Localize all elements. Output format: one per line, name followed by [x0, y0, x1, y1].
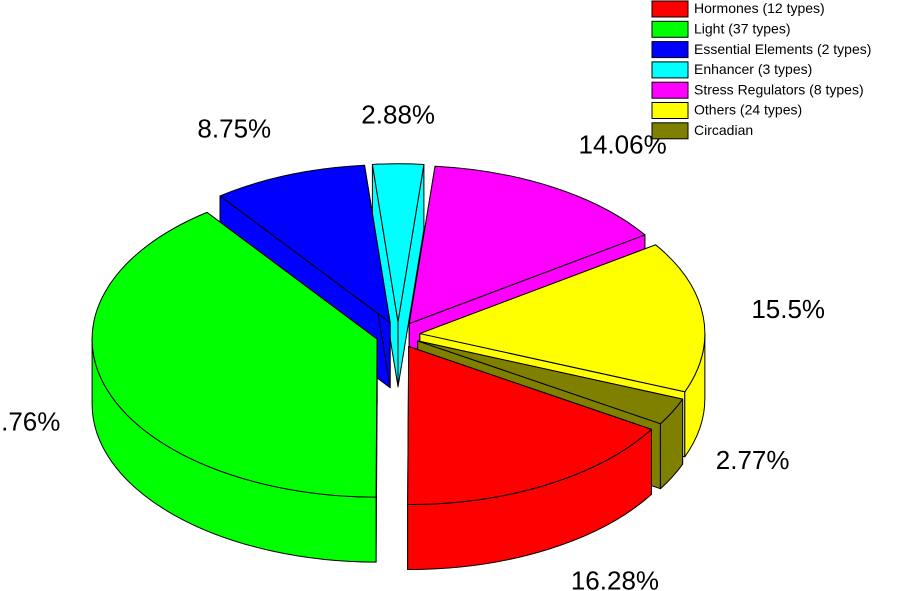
legend-label: Light (37 types) — [694, 21, 791, 37]
legend-swatch — [651, 122, 689, 140]
data-label: 8.75% — [197, 114, 271, 144]
data-label: 2.77% — [716, 445, 790, 475]
slice — [91, 211, 378, 563]
data-label: 2.88% — [361, 99, 435, 129]
legend-label: Others (24 types) — [694, 102, 802, 118]
data-label: 15.5% — [751, 294, 825, 324]
legend-label: Stress Regulators (8 types) — [694, 81, 864, 97]
legend-swatch — [651, 0, 689, 18]
legend-label: Hormones (12 types) — [694, 0, 825, 16]
slice-top — [219, 164, 391, 324]
legend-swatch — [651, 41, 689, 59]
slice-top — [407, 346, 652, 506]
legend-label: Essential Elements (2 types) — [694, 41, 871, 57]
legend-swatch — [651, 102, 689, 119]
slice-top — [91, 211, 378, 498]
slice — [407, 346, 652, 571]
legend-swatch — [651, 20, 689, 38]
legend: Hormones (12 types) Light (37 types) Essen… — [651, 0, 871, 140]
legend-swatch — [651, 61, 689, 79]
slice-top — [371, 163, 425, 323]
slice-top — [408, 165, 646, 325]
legend-label: Enhancer (3 types) — [694, 61, 812, 77]
data-label: 39.76% — [0, 407, 60, 437]
slice-top — [417, 340, 684, 425]
data-label: 16.28% — [571, 566, 659, 591]
legend-swatch — [651, 81, 689, 99]
slice-top — [419, 244, 706, 393]
legend-label: Circadian — [694, 122, 753, 138]
slice — [371, 163, 425, 388]
